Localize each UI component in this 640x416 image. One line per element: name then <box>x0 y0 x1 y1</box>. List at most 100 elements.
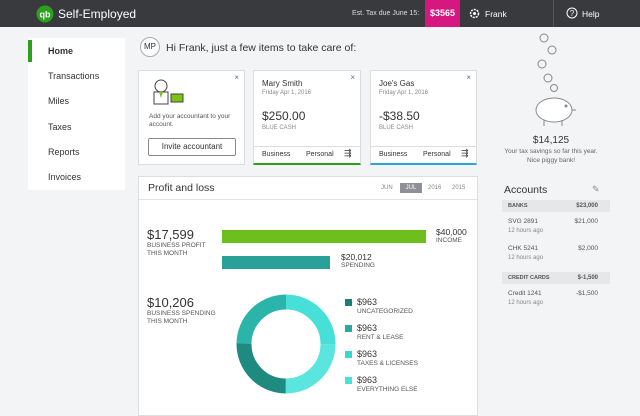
group-name: CREDIT CARDS <box>508 275 550 281</box>
legend-swatch <box>345 351 352 358</box>
nav-item[interactable]: Invoices <box>48 172 82 182</box>
help[interactable]: Help <box>582 9 600 19</box>
svg-text:qb: qb <box>40 10 51 20</box>
split-icon[interactable]: ⇶ <box>461 148 469 158</box>
card-text: Add your accountant to your account. <box>149 113 231 128</box>
accounts-title: Accounts <box>504 184 548 196</box>
sidebar: Home Transactions Miles Taxes Reports In… <box>28 38 125 190</box>
payee: Mary Smith <box>262 79 303 88</box>
group-total: $23,000 <box>576 203 598 209</box>
income-amount: $40,000 <box>436 227 467 237</box>
panel-title: Profit and loss <box>148 182 215 194</box>
income-label: INCOME <box>436 237 462 244</box>
updated: 12 hours ago <box>508 300 544 306</box>
spending-total-label: BUSINESS SPENDING THIS MONTH <box>147 310 216 325</box>
profit-loss-panel: Profit and loss JUN JUL 2016 2015 $17,59… <box>138 176 478 416</box>
amount: -$38.50 <box>379 109 420 123</box>
updated: 12 hours ago <box>508 255 544 261</box>
profit-amount: $17,599 <box>147 227 194 242</box>
divider <box>371 146 476 147</box>
spending-bar <box>222 256 330 269</box>
spending-amount: $20,012 <box>341 252 372 262</box>
active-indicator <box>28 40 32 62</box>
category-amount: $963 <box>357 297 378 307</box>
transaction-card: × Joe's Gas Friday Apr 1, 2016 -$38.50 B… <box>370 70 477 165</box>
nav-item[interactable]: Miles <box>48 96 70 106</box>
category-label: UNCATEGORIZED <box>357 308 413 315</box>
amount: $250.00 <box>262 109 306 123</box>
logo: qb <box>36 5 54 23</box>
group-name: BANKS <box>508 203 528 209</box>
piggy-bank <box>535 33 576 126</box>
legend-swatch <box>345 377 352 384</box>
period[interactable]: JUN <box>381 185 393 191</box>
nav-item[interactable]: Reports <box>48 147 80 157</box>
group-total: $-1,500 <box>577 275 598 281</box>
donut-segment <box>236 294 336 394</box>
account-name[interactable]: CHK 5241 <box>508 245 538 252</box>
edit-icon[interactable]: ✎ <box>592 184 600 194</box>
user-menu[interactable]: Frank <box>485 9 507 19</box>
tax-amount[interactable]: $3565 <box>425 0 460 27</box>
app-name: Self-Employed <box>58 7 137 21</box>
invite-button[interactable]: Invite accountant <box>148 138 236 156</box>
donut-segment <box>236 294 336 394</box>
avatar: MP <box>140 37 160 57</box>
group-header <box>502 200 610 212</box>
account-amount: -$1,500 <box>575 290 598 297</box>
svg-text:?: ? <box>570 9 575 18</box>
help-icon: ? <box>566 7 578 19</box>
account-name[interactable]: Credit 1241 <box>508 290 542 297</box>
category-amount: $963 <box>357 349 378 359</box>
close[interactable]: × <box>466 73 471 82</box>
donut-segment <box>236 294 336 394</box>
account: BLUE CASH <box>379 125 414 131</box>
tax-label: Est. Tax due June 15: <box>352 10 420 17</box>
date: Friday Apr 1, 2016 <box>379 90 429 96</box>
category-amount: $963 <box>357 375 378 385</box>
category-label: TAXES & LICENSES <box>357 360 418 367</box>
accountant-card: × Add your accountant to your account. I… <box>138 70 245 165</box>
income-bar <box>222 230 426 243</box>
period[interactable]: 2015 <box>452 185 466 191</box>
nav-item[interactable]: Home <box>48 46 74 56</box>
legend-swatch <box>345 325 352 332</box>
personal-tab[interactable]: Personal <box>423 151 451 158</box>
top-bar: qb Self-Employed Est. Tax due June 15: $… <box>0 0 640 27</box>
savings-amount: $14,125 <box>532 135 570 146</box>
accounts-panel: Accounts ✎ BANKS $23,000 SVG 2891 $21,00… <box>500 180 610 310</box>
nav-item[interactable]: Taxes <box>48 122 72 132</box>
split-icon[interactable]: ⇶ <box>344 148 352 158</box>
greeting: Hi Frank, just a few items to take care … <box>166 42 357 54</box>
donut <box>236 294 336 394</box>
transaction-card: × Mary Smith Friday Apr 1, 2016 $250.00 … <box>253 70 361 165</box>
group-header <box>502 272 610 284</box>
account: BLUE CASH <box>262 125 297 131</box>
business-tab[interactable]: Business <box>379 151 408 158</box>
savings-text: Your tax savings so far this year. Nice … <box>504 148 598 164</box>
account-name[interactable]: SVG 2891 <box>508 218 538 225</box>
date: Friday Apr 1, 2016 <box>262 90 312 96</box>
spending-total: $10,206 <box>147 295 194 310</box>
close[interactable]: × <box>350 73 355 82</box>
nav-item[interactable]: Transactions <box>48 71 100 81</box>
category-label: RENT & LEASE <box>357 334 404 341</box>
category-label: EVERYTHING ELSE <box>357 386 418 393</box>
account-amount: $2,000 <box>578 245 598 252</box>
close[interactable]: × <box>234 73 239 82</box>
payee: Joe's Gas <box>379 79 415 88</box>
legend-swatch <box>345 299 352 306</box>
personal-tab[interactable]: Personal <box>306 151 334 158</box>
period[interactable]: 2016 <box>428 185 442 191</box>
gear-icon <box>469 8 480 19</box>
profit-label: BUSINESS PROFIT THIS MONTH <box>147 242 206 257</box>
divider <box>139 199 477 200</box>
illustration <box>153 79 184 105</box>
category-amount: $963 <box>357 323 378 333</box>
account-amount: $21,000 <box>574 218 599 225</box>
period-active[interactable]: JUL <box>400 183 422 193</box>
spending-label: SPENDING <box>341 262 375 269</box>
updated: 12 hours ago <box>508 228 544 234</box>
business-tab[interactable]: Business <box>262 151 291 158</box>
